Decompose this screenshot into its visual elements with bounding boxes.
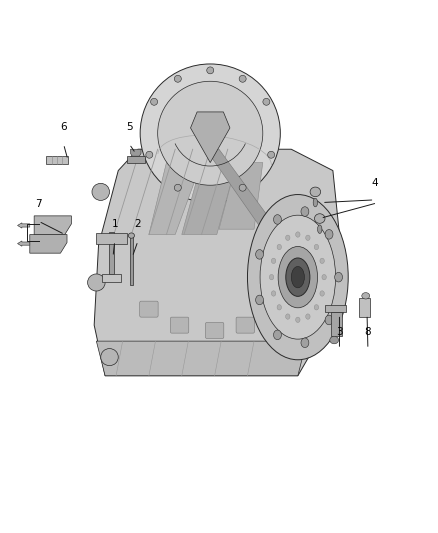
Polygon shape: [149, 163, 201, 235]
FancyBboxPatch shape: [267, 301, 285, 317]
Ellipse shape: [335, 272, 343, 282]
Ellipse shape: [296, 232, 300, 237]
Ellipse shape: [314, 244, 318, 249]
Ellipse shape: [273, 330, 281, 340]
Text: 2: 2: [134, 219, 141, 229]
Ellipse shape: [301, 207, 309, 216]
Ellipse shape: [301, 338, 309, 348]
Ellipse shape: [314, 305, 318, 310]
Ellipse shape: [268, 151, 275, 158]
Ellipse shape: [239, 75, 246, 82]
Text: 3: 3: [336, 327, 343, 337]
Ellipse shape: [146, 151, 153, 158]
Text: 4: 4: [371, 178, 378, 188]
Ellipse shape: [269, 274, 274, 280]
Ellipse shape: [247, 195, 348, 360]
Polygon shape: [30, 235, 67, 253]
Text: 8: 8: [364, 327, 371, 337]
Ellipse shape: [291, 266, 304, 288]
FancyArrow shape: [18, 223, 30, 228]
Text: 7: 7: [35, 199, 42, 209]
Ellipse shape: [322, 274, 326, 280]
Ellipse shape: [286, 235, 290, 240]
Ellipse shape: [239, 184, 246, 191]
Ellipse shape: [325, 230, 333, 239]
Bar: [127, 156, 145, 163]
Polygon shape: [96, 233, 127, 244]
Ellipse shape: [273, 215, 281, 224]
Ellipse shape: [272, 258, 276, 263]
Polygon shape: [219, 163, 263, 229]
Polygon shape: [94, 149, 339, 376]
FancyBboxPatch shape: [170, 317, 189, 333]
Ellipse shape: [286, 258, 310, 296]
Ellipse shape: [256, 249, 264, 259]
Ellipse shape: [320, 291, 324, 296]
Text: 1: 1: [111, 219, 118, 229]
Ellipse shape: [92, 183, 110, 200]
Ellipse shape: [158, 82, 263, 185]
Ellipse shape: [174, 184, 181, 191]
Ellipse shape: [278, 246, 318, 308]
Ellipse shape: [306, 235, 310, 240]
Ellipse shape: [272, 291, 276, 296]
Bar: [130, 237, 133, 285]
FancyArrow shape: [18, 241, 30, 246]
Ellipse shape: [88, 274, 105, 291]
Bar: [46, 156, 68, 164]
Ellipse shape: [286, 314, 290, 319]
Ellipse shape: [128, 233, 134, 238]
Ellipse shape: [320, 258, 324, 263]
Polygon shape: [331, 312, 342, 336]
Ellipse shape: [151, 99, 158, 106]
Ellipse shape: [263, 99, 270, 106]
Ellipse shape: [330, 336, 339, 344]
Ellipse shape: [140, 64, 280, 203]
Ellipse shape: [296, 317, 300, 322]
Ellipse shape: [325, 315, 333, 325]
Ellipse shape: [207, 67, 214, 74]
FancyBboxPatch shape: [205, 322, 224, 338]
Polygon shape: [182, 163, 237, 235]
Ellipse shape: [277, 244, 282, 249]
Ellipse shape: [362, 293, 370, 299]
Text: 6: 6: [60, 122, 67, 132]
Ellipse shape: [314, 214, 325, 223]
Ellipse shape: [101, 349, 118, 366]
Ellipse shape: [260, 215, 336, 339]
Polygon shape: [102, 274, 121, 282]
Bar: [109, 232, 114, 274]
Polygon shape: [191, 112, 230, 163]
Polygon shape: [206, 149, 289, 256]
Ellipse shape: [310, 187, 321, 197]
FancyBboxPatch shape: [236, 317, 254, 333]
Ellipse shape: [313, 198, 318, 207]
Polygon shape: [359, 298, 370, 317]
FancyBboxPatch shape: [140, 301, 158, 317]
Ellipse shape: [277, 305, 282, 310]
Ellipse shape: [318, 225, 322, 233]
Polygon shape: [325, 305, 346, 312]
Polygon shape: [131, 149, 141, 156]
Polygon shape: [96, 341, 307, 376]
Text: 5: 5: [126, 122, 133, 132]
Ellipse shape: [256, 295, 264, 305]
Ellipse shape: [306, 314, 310, 319]
Ellipse shape: [174, 75, 181, 82]
Polygon shape: [34, 216, 71, 235]
